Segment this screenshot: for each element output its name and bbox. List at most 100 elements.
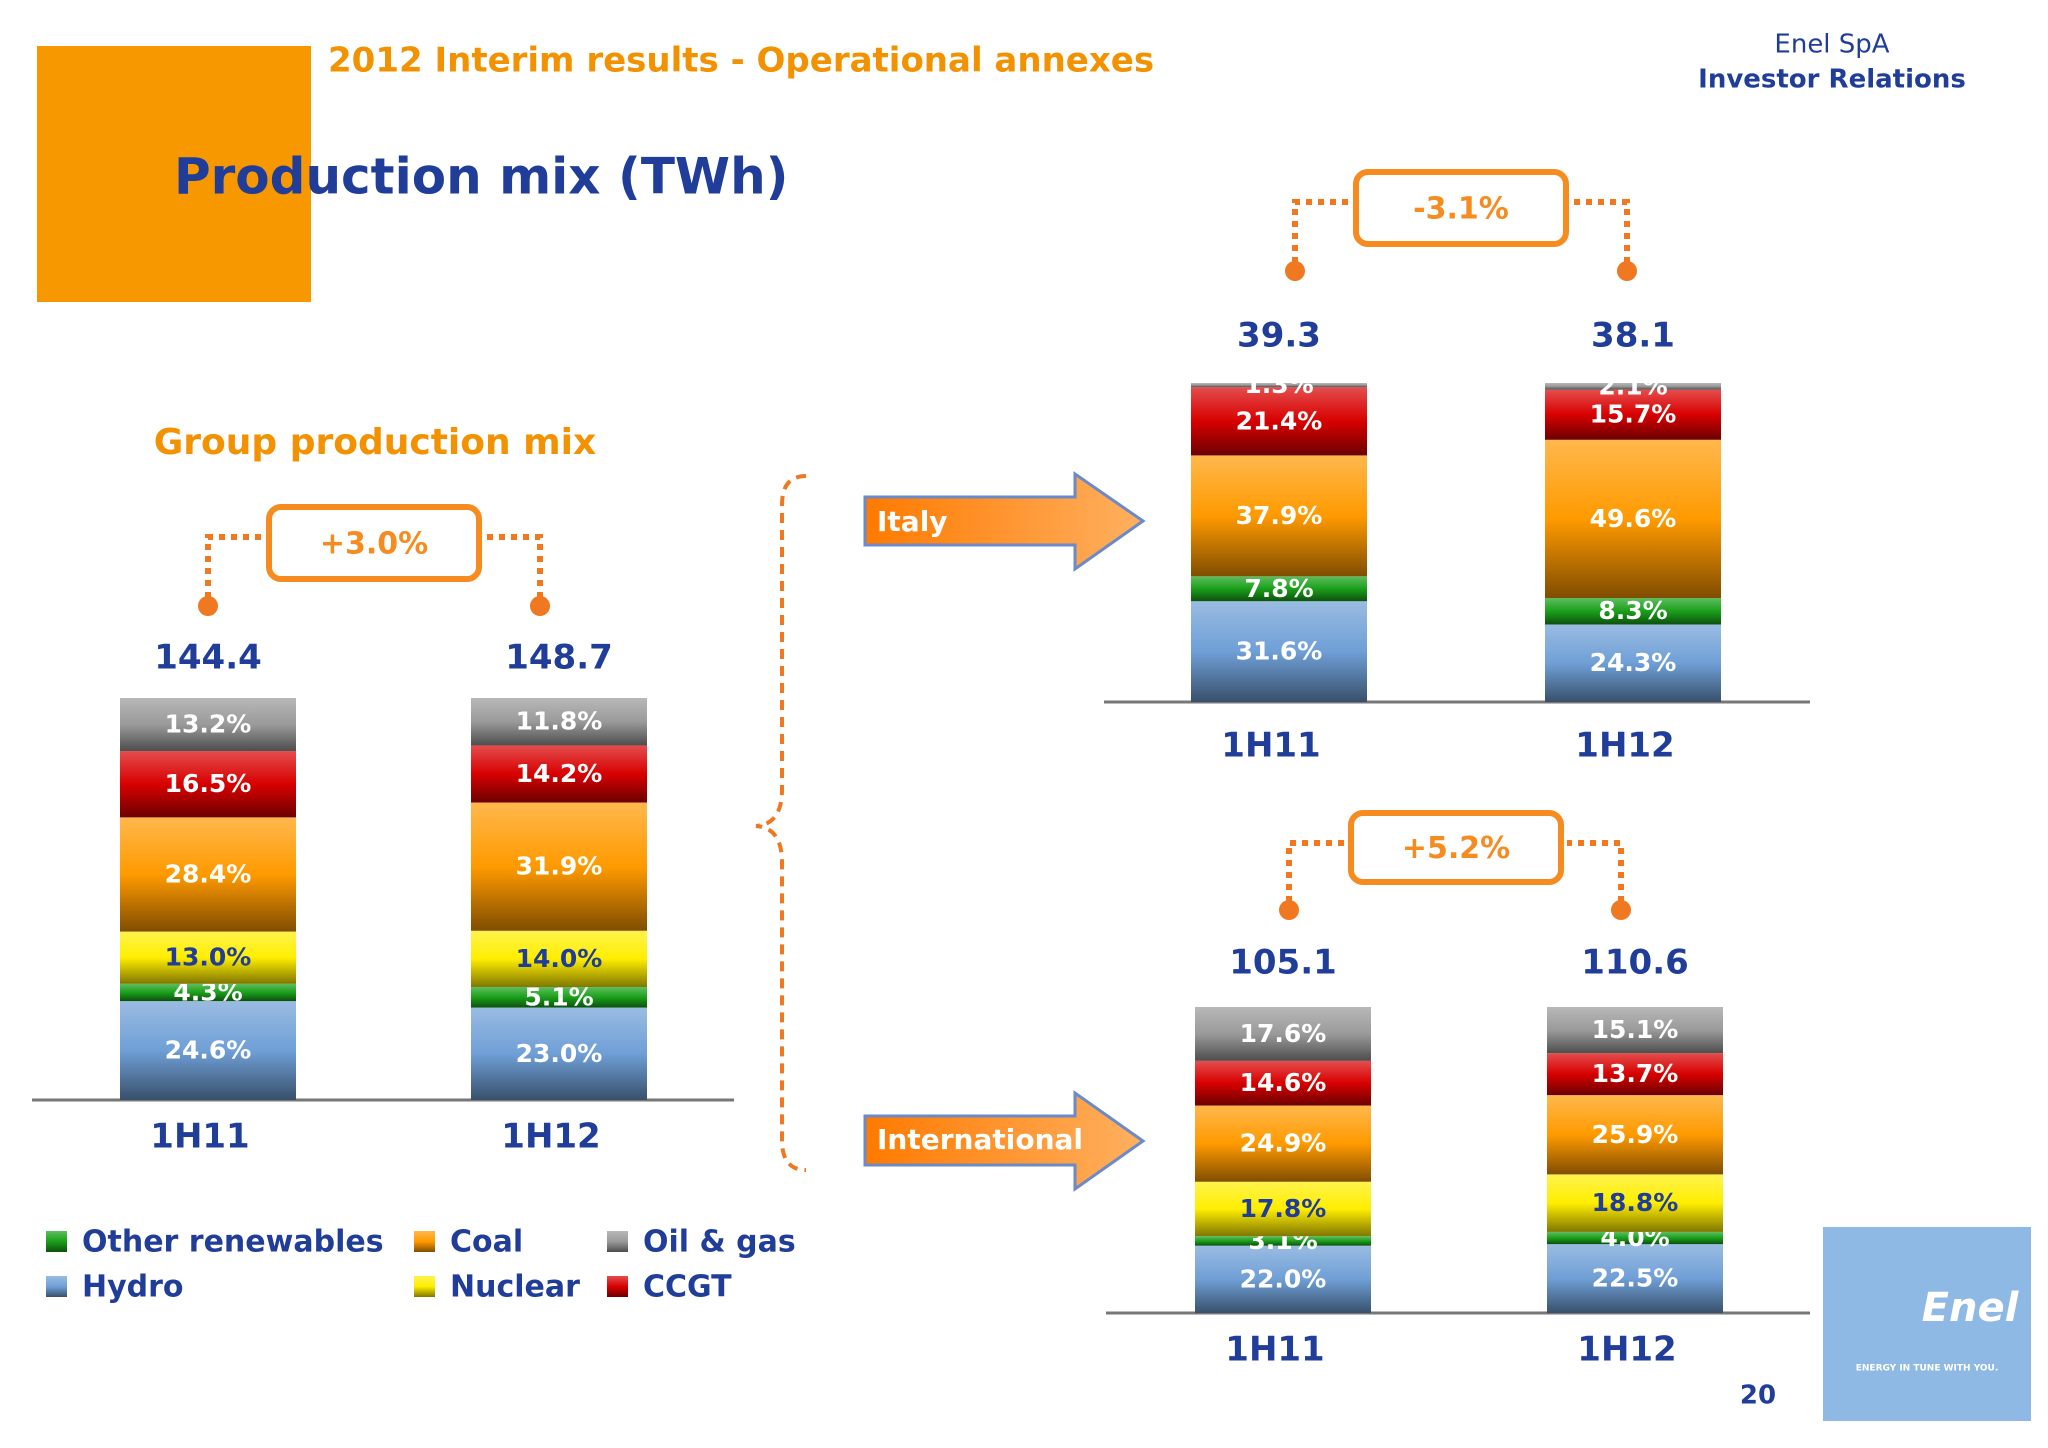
value-label: 49.6%	[1590, 504, 1677, 533]
value-label: 13.7%	[1592, 1059, 1679, 1088]
bar-segment	[1195, 1105, 1371, 1182]
bar-segment	[1191, 576, 1367, 602]
value-label: 8.3%	[1598, 596, 1667, 625]
value-label: 15.7%	[1590, 400, 1677, 429]
value-label: 16.5%	[165, 769, 252, 798]
value-label: 15.1%	[1592, 1015, 1679, 1044]
bracket-dot	[1285, 261, 1305, 281]
bracket-dot	[530, 596, 550, 616]
department: Investor Relations	[1698, 65, 1966, 95]
value-label: 37.9%	[1236, 501, 1323, 530]
change-label: +5.2%	[1402, 831, 1510, 866]
category-label: 1H12	[1575, 726, 1674, 766]
chart-title: Group production mix	[154, 422, 596, 463]
bracket	[1567, 840, 1624, 902]
category-label: 1H11	[1221, 726, 1320, 766]
category-label: 1H11	[150, 1117, 249, 1157]
legend-swatch	[46, 1276, 67, 1297]
title: Production mix (TWh)	[174, 148, 789, 206]
bar-segment	[1545, 383, 1721, 390]
value-label: 7.8%	[1244, 574, 1313, 603]
value-label: 5.1%	[524, 982, 593, 1011]
total-label: 148.7	[505, 638, 613, 678]
value-label: 13.0%	[165, 943, 252, 972]
value-label: 24.9%	[1240, 1129, 1327, 1158]
legend-swatch	[607, 1231, 628, 1252]
total-label: 110.6	[1581, 943, 1689, 983]
value-label: 31.6%	[1236, 637, 1323, 666]
bracket	[1286, 840, 1345, 902]
logo-tagline: ENERGY IN TUNE WITH YOU.	[1856, 1364, 1999, 1374]
bar-segment	[1195, 1007, 1371, 1061]
header-block	[37, 46, 311, 302]
bar-segment	[120, 751, 296, 818]
logo-name: Enel	[1922, 1285, 2020, 1331]
subtitle: 2012 Interim results - Operational annex…	[328, 41, 1154, 81]
bar-segment	[1195, 1245, 1371, 1313]
legend-label: CCGT	[643, 1270, 732, 1305]
bar-segment	[1545, 598, 1721, 625]
legend-swatch	[46, 1231, 67, 1252]
bracket-dot	[1279, 900, 1299, 920]
total-label: 38.1	[1591, 316, 1675, 356]
bar-segment	[120, 931, 296, 984]
bar-segment	[1191, 387, 1367, 456]
value-label: 13.2%	[165, 710, 252, 739]
arrow-international	[863, 1090, 1146, 1192]
bar-segment	[471, 698, 647, 746]
bar-segment	[1191, 455, 1367, 577]
value-label: 2.1%	[1598, 371, 1667, 400]
category-label: 1H12	[501, 1117, 600, 1157]
value-label: 14.6%	[1240, 1068, 1327, 1097]
value-label: 28.4%	[165, 859, 252, 888]
bar-segment	[120, 983, 296, 1002]
bar-segment	[1547, 1007, 1723, 1054]
value-label: 1.3%	[1244, 370, 1313, 399]
change-box	[266, 504, 482, 582]
bar-segment	[120, 698, 296, 752]
page-number: 20	[1740, 1381, 1776, 1411]
bar-segment	[1547, 1174, 1723, 1232]
company: Enel SpA	[1774, 30, 1889, 60]
bracket-dot	[1617, 261, 1637, 281]
bar-segment	[1545, 439, 1721, 599]
bar-segment	[471, 745, 647, 803]
value-label: 23.0%	[516, 1039, 603, 1068]
value-label: 17.6%	[1240, 1019, 1327, 1048]
chart-title: Italy	[877, 505, 948, 538]
value-label: 21.4%	[1236, 406, 1323, 435]
value-label: 22.5%	[1592, 1264, 1679, 1293]
bar-segment	[1191, 601, 1367, 702]
value-label: 14.2%	[516, 759, 603, 788]
bar-segment	[471, 930, 647, 988]
legend-swatch	[414, 1276, 435, 1297]
logo-box	[1823, 1227, 2031, 1421]
total-label: 39.3	[1237, 316, 1321, 356]
bar-segment	[471, 987, 647, 1008]
bar-segment	[471, 1007, 647, 1100]
value-label: 24.3%	[1590, 648, 1677, 677]
value-label: 31.9%	[516, 852, 603, 881]
bar-segment	[471, 802, 647, 931]
value-label: 25.9%	[1592, 1120, 1679, 1149]
value-label: 11.8%	[516, 707, 603, 736]
bracket	[485, 534, 543, 598]
change-label: +3.0%	[320, 527, 428, 562]
bar-segment	[1545, 624, 1721, 702]
bar-segment	[1547, 1053, 1723, 1096]
bar-segment	[1195, 1181, 1371, 1237]
change-label: -3.1%	[1413, 192, 1509, 227]
arrow-italy	[863, 471, 1146, 572]
bar-segment	[120, 1001, 296, 1100]
brace	[755, 474, 807, 1172]
legend-label: Oil & gas	[643, 1225, 796, 1260]
value-label: 18.8%	[1592, 1188, 1679, 1217]
legend-swatch	[414, 1231, 435, 1252]
legend-swatch	[607, 1276, 628, 1297]
value-label: 24.6%	[165, 1036, 252, 1065]
legend-label: Other renewables	[82, 1225, 384, 1260]
bracket	[1292, 199, 1350, 263]
change-box	[1348, 810, 1564, 885]
bar-segment	[1547, 1095, 1723, 1175]
